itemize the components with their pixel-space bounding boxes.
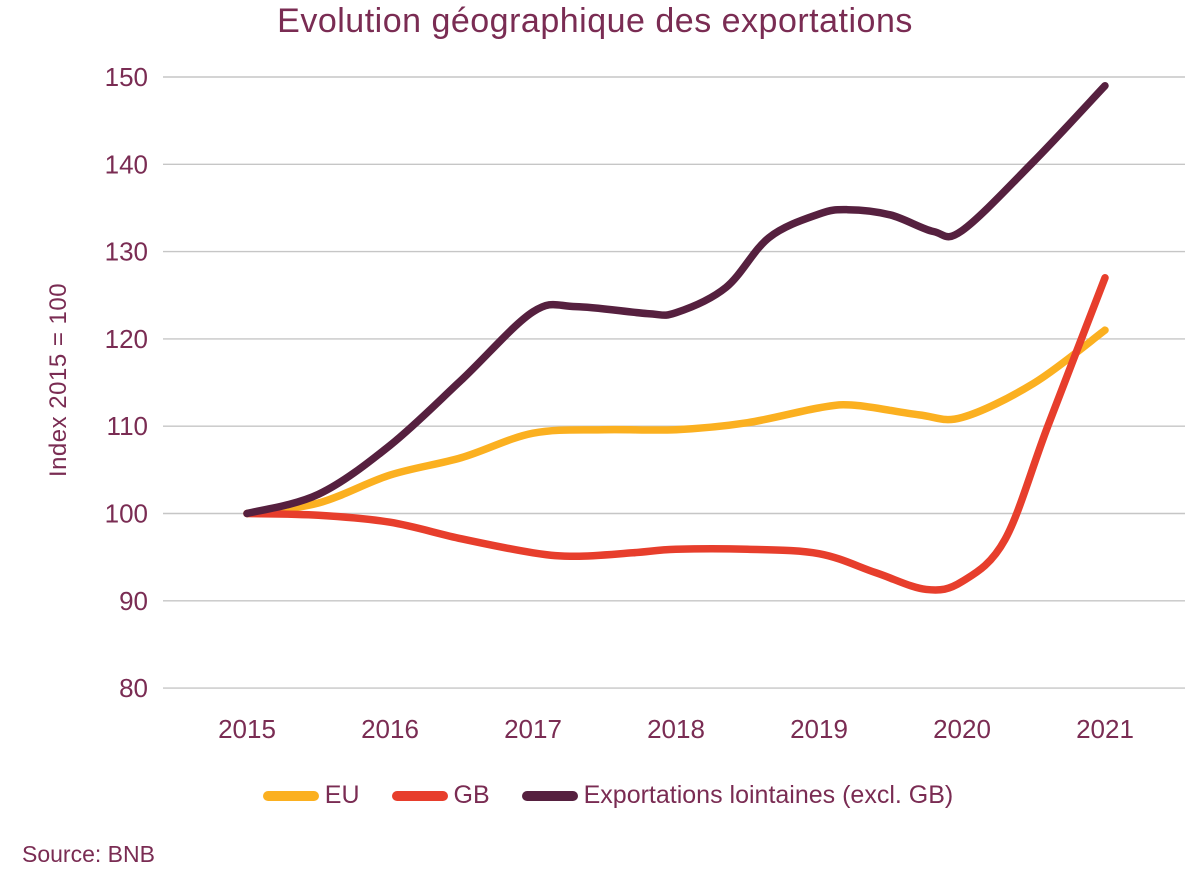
series-line-gb bbox=[243, 274, 1109, 594]
x-tick-2017: 2017 bbox=[504, 714, 562, 744]
legend-label-lointaines: Exportations lointaines (excl. GB) bbox=[583, 781, 954, 809]
x-tick-2021: 2021 bbox=[1076, 714, 1134, 744]
legend-swatch-gb bbox=[391, 790, 448, 801]
legend-swatch-lointaines bbox=[521, 790, 578, 801]
legend-swatch-eu bbox=[262, 790, 319, 801]
y-tick-120: 120 bbox=[105, 324, 148, 354]
x-axis-tick-labels: 2015 2016 2017 2018 2019 2020 2021 bbox=[218, 714, 1134, 744]
legend-item-eu: EU bbox=[262, 781, 360, 810]
legend-item-gb: GB bbox=[391, 781, 490, 810]
x-tick-2020: 2020 bbox=[933, 714, 991, 744]
series-lines bbox=[243, 81, 1109, 594]
legend: EU GB Exportations lointaines (excl. GB) bbox=[0, 781, 1190, 810]
chart-title: Evolution géographique des exportations bbox=[277, 2, 913, 40]
x-tick-2016: 2016 bbox=[361, 714, 419, 744]
legend-label-eu: EU bbox=[324, 781, 360, 809]
y-tick-100: 100 bbox=[105, 499, 148, 529]
series-line-exportations-lointaines-excl-gb bbox=[243, 81, 1109, 518]
y-tick-80: 80 bbox=[119, 673, 148, 703]
series-line-eu bbox=[243, 326, 1109, 518]
y-tick-150: 150 bbox=[105, 62, 148, 92]
y-tick-110: 110 bbox=[107, 411, 148, 441]
y-tick-90: 90 bbox=[119, 586, 148, 616]
x-tick-2018: 2018 bbox=[647, 714, 705, 744]
y-axis-tick-labels: 80 90 100 110 120 130 140 150 bbox=[105, 62, 148, 703]
x-tick-2015: 2015 bbox=[218, 714, 276, 744]
y-tick-140: 140 bbox=[105, 149, 148, 179]
source-note: Source: BNB bbox=[22, 841, 155, 867]
x-tick-2019: 2019 bbox=[790, 714, 848, 744]
legend-item-lointaines: Exportations lointaines (excl. GB) bbox=[521, 781, 954, 810]
y-axis-title: Index 2015 = 100 bbox=[45, 283, 72, 477]
legend-label-gb: GB bbox=[453, 781, 490, 809]
y-tick-130: 130 bbox=[105, 237, 148, 267]
